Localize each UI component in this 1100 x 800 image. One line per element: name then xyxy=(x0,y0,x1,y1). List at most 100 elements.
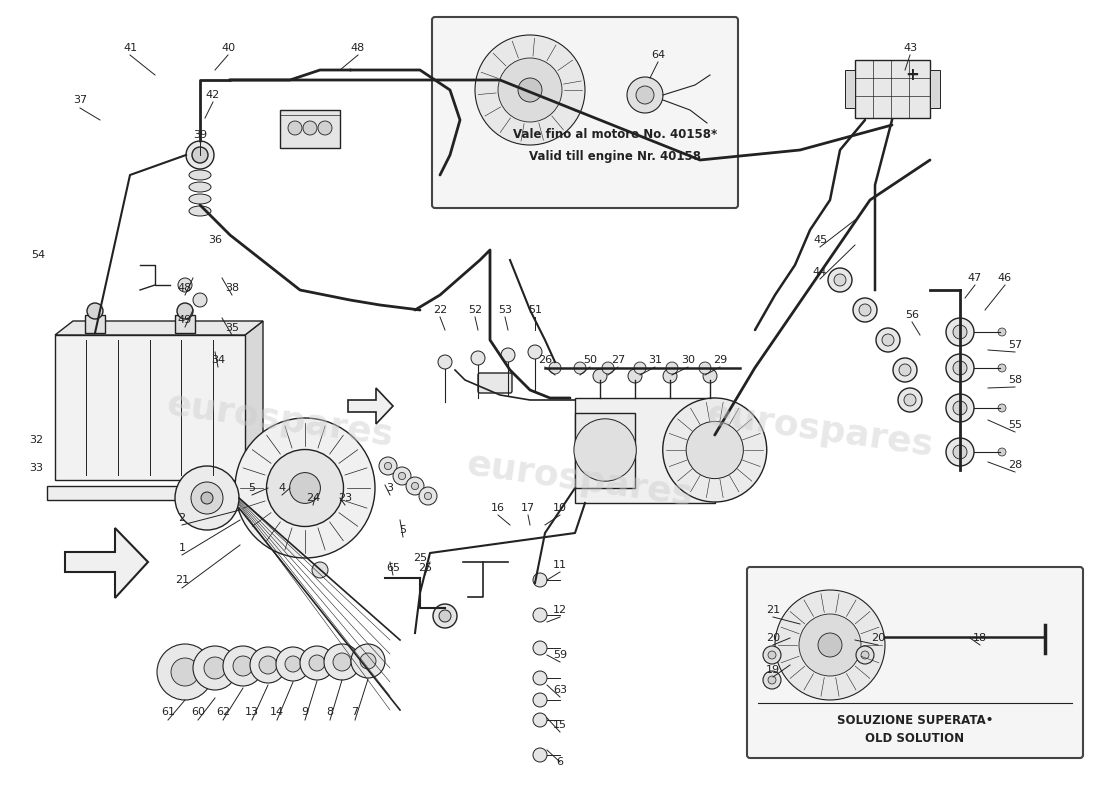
Circle shape xyxy=(192,293,207,307)
Text: 30: 30 xyxy=(681,355,695,365)
Circle shape xyxy=(768,676,776,684)
Text: 20: 20 xyxy=(766,633,780,643)
Text: 25: 25 xyxy=(412,553,427,563)
Circle shape xyxy=(191,482,223,514)
Circle shape xyxy=(300,646,334,680)
Text: +: + xyxy=(905,66,918,84)
FancyBboxPatch shape xyxy=(280,110,340,148)
Polygon shape xyxy=(65,528,148,598)
Text: 25: 25 xyxy=(418,563,432,573)
Circle shape xyxy=(998,364,1006,372)
Text: 58: 58 xyxy=(1008,375,1022,385)
Text: 36: 36 xyxy=(208,235,222,245)
Circle shape xyxy=(593,369,607,383)
Circle shape xyxy=(433,604,456,628)
Circle shape xyxy=(288,121,302,135)
Text: 18: 18 xyxy=(972,633,987,643)
Circle shape xyxy=(351,644,385,678)
Text: eurospares: eurospares xyxy=(704,398,935,462)
Circle shape xyxy=(574,362,586,374)
Text: 24: 24 xyxy=(306,493,320,503)
Text: 48: 48 xyxy=(351,43,365,53)
Text: 55: 55 xyxy=(1008,420,1022,430)
Circle shape xyxy=(439,610,451,622)
Polygon shape xyxy=(55,321,263,335)
FancyBboxPatch shape xyxy=(747,567,1084,758)
Text: 54: 54 xyxy=(31,250,45,260)
Text: 34: 34 xyxy=(211,355,226,365)
Circle shape xyxy=(776,590,886,700)
Polygon shape xyxy=(245,321,263,480)
Text: 22: 22 xyxy=(433,305,447,315)
Circle shape xyxy=(324,644,360,680)
Circle shape xyxy=(518,78,542,102)
Text: OLD SOLUTION: OLD SOLUTION xyxy=(866,733,965,746)
Circle shape xyxy=(763,646,781,664)
Text: 48: 48 xyxy=(178,283,192,293)
Circle shape xyxy=(666,362,678,374)
Circle shape xyxy=(686,422,744,478)
Text: 65: 65 xyxy=(386,563,400,573)
Ellipse shape xyxy=(189,182,211,192)
Circle shape xyxy=(953,401,967,415)
Circle shape xyxy=(628,369,642,383)
Circle shape xyxy=(204,657,226,679)
Circle shape xyxy=(419,487,437,505)
Text: 14: 14 xyxy=(270,707,284,717)
Circle shape xyxy=(953,445,967,459)
Text: 51: 51 xyxy=(528,305,542,315)
Circle shape xyxy=(861,651,869,659)
Circle shape xyxy=(953,325,967,339)
Text: 6: 6 xyxy=(557,757,563,767)
Text: 4: 4 xyxy=(278,483,286,493)
Text: 40: 40 xyxy=(221,43,235,53)
Text: Valid till engine Nr. 40158: Valid till engine Nr. 40158 xyxy=(529,150,701,163)
Circle shape xyxy=(177,303,192,319)
Text: 50: 50 xyxy=(583,355,597,365)
Text: 12: 12 xyxy=(553,605,568,615)
Text: 53: 53 xyxy=(498,305,512,315)
Text: 37: 37 xyxy=(73,95,87,105)
Circle shape xyxy=(87,303,103,319)
Text: SOLUZIONE SUPERATA•: SOLUZIONE SUPERATA• xyxy=(837,714,993,726)
Circle shape xyxy=(201,492,213,504)
Text: 10: 10 xyxy=(553,503,566,513)
Circle shape xyxy=(192,147,208,163)
Text: 39: 39 xyxy=(192,130,207,140)
Text: 61: 61 xyxy=(161,707,175,717)
FancyBboxPatch shape xyxy=(575,398,715,503)
Ellipse shape xyxy=(189,194,211,204)
Circle shape xyxy=(946,438,974,466)
Circle shape xyxy=(289,473,320,503)
Text: 15: 15 xyxy=(553,720,566,730)
Circle shape xyxy=(574,419,636,482)
Circle shape xyxy=(828,268,852,292)
Text: 1: 1 xyxy=(178,543,186,553)
Circle shape xyxy=(258,656,277,674)
Circle shape xyxy=(534,671,547,685)
Circle shape xyxy=(534,713,547,727)
Text: 31: 31 xyxy=(648,355,662,365)
Circle shape xyxy=(768,651,776,659)
Ellipse shape xyxy=(189,206,211,216)
Circle shape xyxy=(899,364,911,376)
Circle shape xyxy=(698,362,711,374)
Text: 32: 32 xyxy=(29,435,43,445)
Circle shape xyxy=(882,334,894,346)
Circle shape xyxy=(876,328,900,352)
Text: 43: 43 xyxy=(903,43,917,53)
Text: 19: 19 xyxy=(766,665,780,675)
Text: 26: 26 xyxy=(538,355,552,365)
Text: 17: 17 xyxy=(521,503,535,513)
Circle shape xyxy=(549,362,561,374)
Circle shape xyxy=(384,462,392,470)
Text: 57: 57 xyxy=(1008,340,1022,350)
Text: 44: 44 xyxy=(813,267,827,277)
Circle shape xyxy=(534,748,547,762)
Circle shape xyxy=(266,450,343,526)
Circle shape xyxy=(534,608,547,622)
FancyBboxPatch shape xyxy=(575,413,635,488)
Text: 29: 29 xyxy=(713,355,727,365)
Text: 41: 41 xyxy=(123,43,138,53)
Circle shape xyxy=(425,492,431,499)
